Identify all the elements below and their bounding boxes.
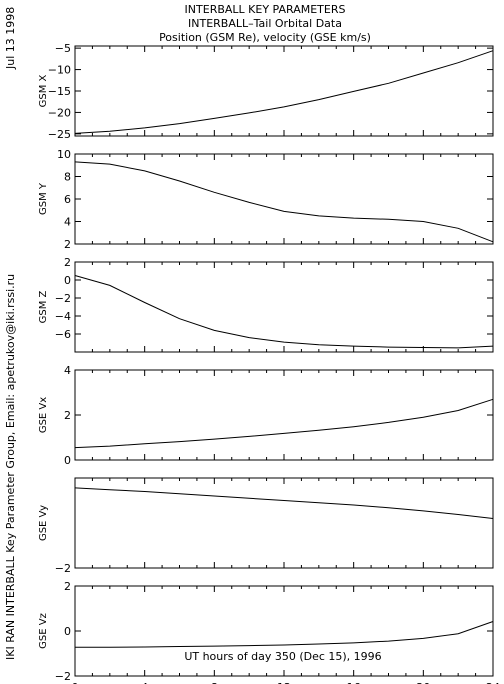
y-tick-label: −25	[48, 128, 71, 141]
x-tick-label: 4	[141, 681, 148, 684]
x-tick-label: 16	[347, 681, 361, 684]
y-tick-label: −2	[55, 562, 71, 575]
title-line-1: INTERBALL KEY PARAMETERS	[185, 3, 346, 16]
y-tick-label: −10	[48, 64, 71, 77]
y-tick-label: −2	[55, 292, 71, 305]
y-tick-label: −4	[55, 310, 71, 323]
y-tick-label: −6	[55, 328, 71, 341]
y-tick-label: 0	[64, 625, 71, 638]
y-tick-label: 2	[64, 238, 71, 251]
y-axis-label: GSM Y	[38, 182, 49, 215]
series-line	[74, 275, 494, 349]
x-tick-label: 20	[416, 681, 430, 684]
title-line-3: Position (GSM Re), velocity (GSE km/s)	[159, 31, 371, 44]
series-line	[74, 161, 494, 243]
x-tick-label: 8	[211, 681, 218, 684]
credit-label: IKI RAN INTERBALL Key Parameter Group, E…	[4, 274, 17, 660]
y-tick-label: 8	[64, 171, 71, 184]
series-line	[74, 398, 494, 449]
x-tick-label: 24	[486, 681, 500, 684]
y-axis-label: GSE Vz	[38, 613, 49, 649]
title-line-2: INTERBALL–Tail Orbital Data	[188, 17, 342, 30]
y-tick-label: −20	[48, 106, 71, 119]
y-tick-label: 0	[64, 274, 71, 287]
series-line	[74, 487, 494, 519]
y-tick-label: 0	[64, 454, 71, 467]
y-axis-label: GSM Z	[38, 290, 49, 323]
y-tick-label: −2	[55, 670, 71, 683]
y-axis-label: GSM X	[38, 74, 49, 107]
y-tick-label: 4	[64, 364, 71, 377]
date-label: Jul 13 1998	[4, 7, 17, 70]
series-line	[75, 621, 494, 648]
y-tick-label: −15	[48, 85, 71, 98]
y-tick-label: 2	[64, 409, 71, 422]
y-tick-label: 2	[64, 256, 71, 269]
y-axis-label: GSE Vy	[38, 505, 49, 541]
x-tick-label: 12	[277, 681, 291, 684]
x-tick-label: 0	[72, 681, 79, 684]
x-axis-label: UT hours of day 350 (Dec 15), 1996	[184, 650, 381, 663]
series-line	[74, 50, 494, 134]
y-tick-label: 2	[64, 580, 71, 593]
y-tick-label: 10	[57, 148, 71, 161]
y-tick-label: 4	[64, 216, 71, 229]
y-tick-label: 6	[64, 193, 71, 206]
y-tick-label: −5	[55, 42, 71, 55]
y-axis-label: GSE Vx	[38, 397, 49, 433]
